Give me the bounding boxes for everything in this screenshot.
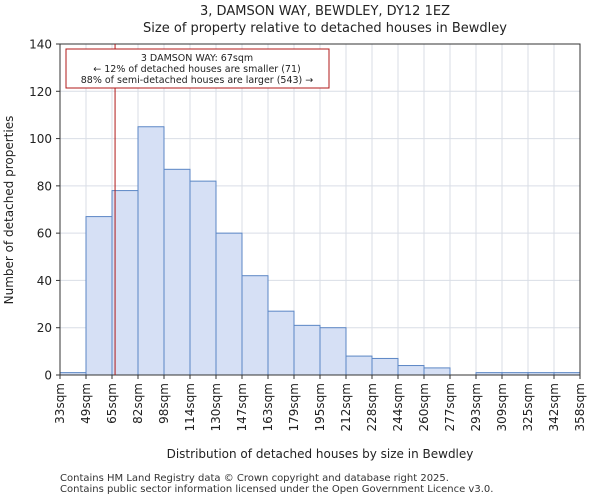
y-tick-label: 20: [37, 321, 52, 335]
annotation-box: 3 DAMSON WAY: 67sqm ← 12% of detached ho…: [65, 48, 330, 89]
bar-114sqm: [189, 180, 217, 376]
annotation-line-2: ← 12% of detached houses are smaller (71…: [93, 64, 300, 75]
footer-line-1: Contains HM Land Registry data © Crown c…: [60, 473, 449, 484]
x-tick-label: 179sqm: [287, 383, 301, 431]
y-tick-label: 140: [29, 38, 52, 52]
x-tick-label: 358sqm: [573, 383, 587, 431]
y-tick-label: 100: [29, 132, 52, 146]
y-tick-label: 120: [29, 85, 52, 99]
bar-212sqm: [345, 355, 373, 376]
y-axis-label: Number of detached properties: [2, 116, 16, 305]
footer-line-2: Contains public sector information licen…: [60, 484, 494, 495]
x-tick-label: 260sqm: [417, 383, 431, 431]
x-tick-label: 228sqm: [365, 383, 379, 431]
x-tick-label: 33sqm: [53, 383, 67, 424]
x-tick-label: 309sqm: [495, 383, 509, 431]
y-tick-label: 60: [37, 227, 52, 241]
bar-228sqm: [371, 357, 399, 376]
plot-frame: [59, 43, 581, 376]
x-tick-label: 130sqm: [209, 383, 223, 431]
x-tick-label: 342sqm: [547, 383, 561, 431]
chart-subtitle: Size of property relative to detached ho…: [143, 21, 507, 36]
x-axis-label: Distribution of detached houses by size …: [167, 447, 474, 461]
annotation-line-3: 88% of semi-detached houses are larger (…: [81, 75, 314, 86]
bar-147sqm: [241, 275, 269, 376]
x-tick-label: 293sqm: [469, 383, 483, 431]
x-tick-label: 212sqm: [339, 383, 353, 431]
x-tick-label: 49sqm: [79, 383, 93, 424]
x-tick-label: 195sqm: [313, 383, 327, 431]
x-tick-label: 277sqm: [443, 383, 457, 431]
x-axis-ticks: 33sqm 49sqm 65sqm 82sqm 98sqm 114sqm 130sqm 147…: [53, 375, 587, 431]
y-tick-label: 80: [37, 179, 52, 193]
x-tick-label: 325sqm: [521, 383, 535, 431]
x-tick-label: 114sqm: [183, 383, 197, 431]
bar-195sqm: [319, 327, 347, 376]
bars-group: [59, 126, 581, 376]
y-tick-label: 0: [44, 369, 52, 383]
bar-260sqm: [423, 367, 451, 376]
x-tick-label: 147sqm: [235, 383, 249, 431]
chart-title: 3, DAMSON WAY, BEWDLEY, DY12 1EZ: [200, 4, 450, 19]
bar-163sqm: [267, 310, 295, 376]
bar-98sqm: [163, 168, 191, 376]
bar-179sqm: [293, 324, 321, 376]
bar-49sqm: [85, 216, 113, 376]
x-tick-label: 82sqm: [131, 383, 145, 424]
y-axis-ticks: 0 20 40 60 80 100 120 140: [29, 38, 60, 383]
x-tick-label: 65sqm: [105, 383, 119, 424]
annotation-line-1: 3 DAMSON WAY: 67sqm: [141, 53, 253, 64]
bar-82sqm: [137, 126, 165, 376]
bar-244sqm: [397, 365, 425, 376]
x-tick-label: 98sqm: [157, 383, 171, 424]
bar-130sqm: [215, 232, 243, 376]
annotation-frame: [65, 48, 330, 89]
bar-65sqm: [111, 190, 139, 376]
x-tick-label: 244sqm: [391, 383, 405, 431]
y-tick-label: 40: [37, 274, 52, 288]
x-tick-label: 163sqm: [261, 383, 275, 431]
